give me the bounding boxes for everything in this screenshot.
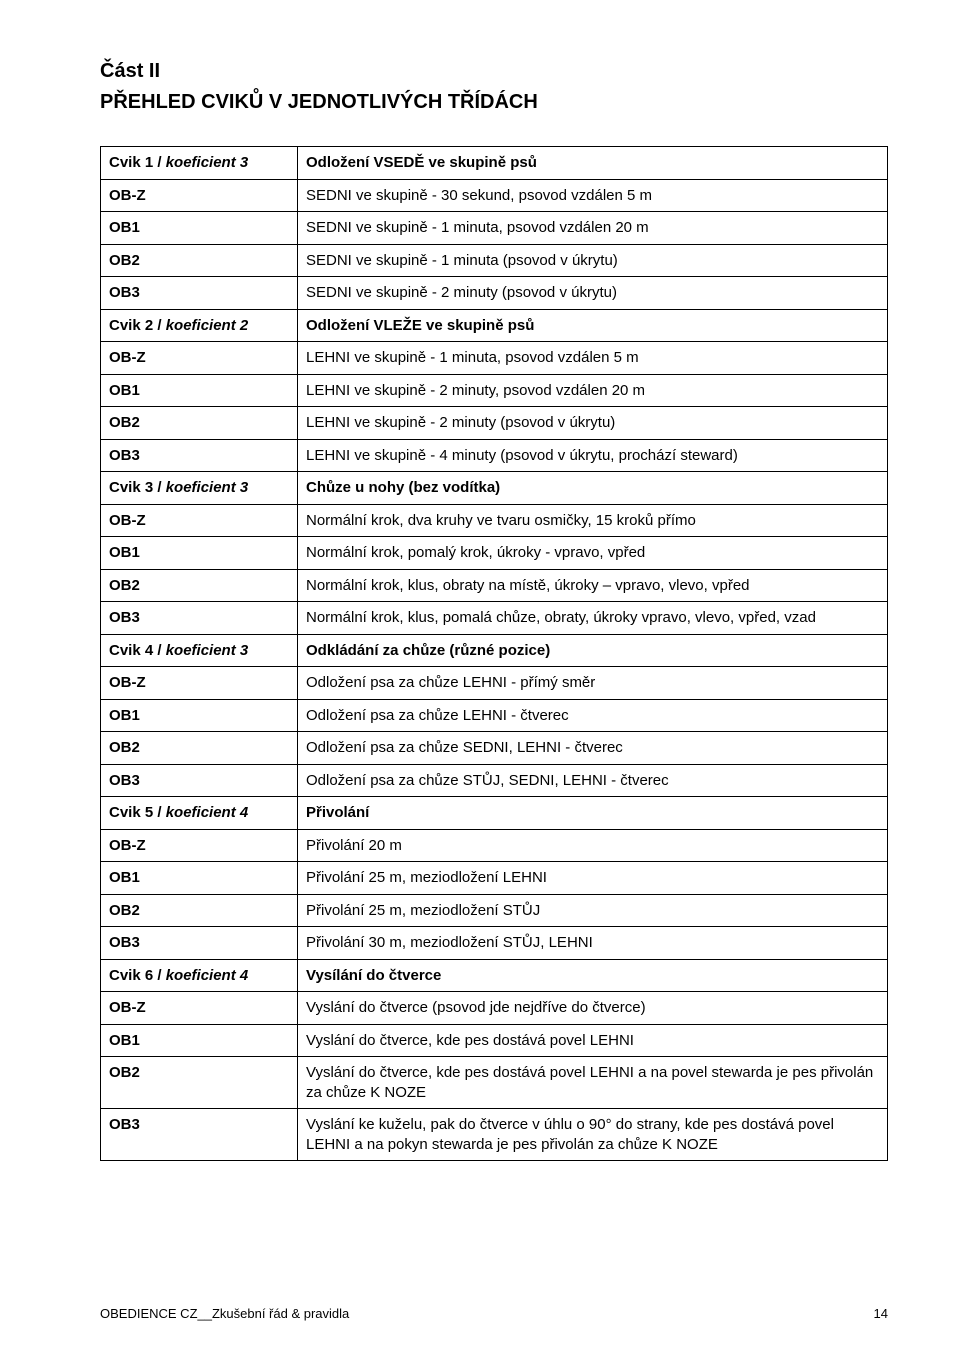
table-row: Cvik 4 / koeficient 3Odkládání za chůze … — [101, 634, 888, 667]
row-left: Cvik 6 / koeficient 4 — [101, 959, 298, 992]
table-row: OB-ZOdložení psa za chůze LEHNI - přímý … — [101, 667, 888, 700]
row-left: Cvik 5 / koeficient 4 — [101, 797, 298, 830]
table-row: Cvik 5 / koeficient 4Přivolání — [101, 797, 888, 830]
row-left: OB-Z — [101, 342, 298, 375]
footer: OBEDIENCE CZ__Zkušební řád & pravidla 14 — [100, 1306, 888, 1321]
row-right: Přivolání 20 m — [298, 829, 888, 862]
row-right: LEHNI ve skupině - 4 minuty (psovod v úk… — [298, 439, 888, 472]
table-row: OB3Vyslání ke kuželu, pak do čtverce v ú… — [101, 1109, 888, 1161]
row-right: SEDNI ve skupině - 2 minuty (psovod v úk… — [298, 277, 888, 310]
table-row: OB3LEHNI ve skupině - 4 minuty (psovod v… — [101, 439, 888, 472]
row-left: OB3 — [101, 927, 298, 960]
table-row: OB1Přivolání 25 m, meziodložení LEHNI — [101, 862, 888, 895]
row-right: LEHNI ve skupině - 2 minuty, psovod vzdá… — [298, 374, 888, 407]
table-row: OB-ZPřivolání 20 m — [101, 829, 888, 862]
row-left: OB1 — [101, 374, 298, 407]
footer-text: OBEDIENCE CZ__Zkušební řád & pravidla — [100, 1306, 349, 1321]
table-row: OB3Normální krok, klus, pomalá chůze, ob… — [101, 602, 888, 635]
row-right: Odložení VLEŽE ve skupině psů — [298, 309, 888, 342]
page: Část II PŘEHLED CVIKŮ V JEDNOTLIVÝCH TŘÍ… — [0, 0, 960, 1361]
row-right: Vyslání do čtverce, kde pes dostává pove… — [298, 1057, 888, 1109]
row-right: Odložení psa za chůze LEHNI - čtverec — [298, 699, 888, 732]
table-row: OB1LEHNI ve skupině - 2 minuty, psovod v… — [101, 374, 888, 407]
row-left: OB2 — [101, 894, 298, 927]
table-row: OB3Přivolání 30 m, meziodložení STŮJ, LE… — [101, 927, 888, 960]
row-left: OB2 — [101, 407, 298, 440]
row-right: Odložení VSEDĚ ve skupině psů — [298, 147, 888, 180]
row-right: Vyslání do čtverce, kde pes dostává pove… — [298, 1024, 888, 1057]
row-right: Přivolání 30 m, meziodložení STŮJ, LEHNI — [298, 927, 888, 960]
row-right: SEDNI ve skupině - 1 minuta, psovod vzdá… — [298, 212, 888, 245]
row-right: SEDNI ve skupině - 1 minuta (psovod v úk… — [298, 244, 888, 277]
row-left: OB3 — [101, 602, 298, 635]
table-row: OB-ZNormální krok, dva kruhy ve tvaru os… — [101, 504, 888, 537]
table-row: OB2SEDNI ve skupině - 1 minuta (psovod v… — [101, 244, 888, 277]
table-row: OB1SEDNI ve skupině - 1 minuta, psovod v… — [101, 212, 888, 245]
row-right: Vysílání do čtverce — [298, 959, 888, 992]
row-right: Odložení psa za chůze LEHNI - přímý směr — [298, 667, 888, 700]
row-left: OB-Z — [101, 504, 298, 537]
table-row: OB-ZSEDNI ve skupině - 30 sekund, psovod… — [101, 179, 888, 212]
row-left: OB2 — [101, 732, 298, 765]
table-row: OB2Normální krok, klus, obraty na místě,… — [101, 569, 888, 602]
row-right: Vyslání ke kuželu, pak do čtverce v úhlu… — [298, 1109, 888, 1161]
row-left: OB1 — [101, 862, 298, 895]
table-row: OB2Odložení psa za chůze SEDNI, LEHNI - … — [101, 732, 888, 765]
row-right: Normální krok, pomalý krok, úkroky - vpr… — [298, 537, 888, 570]
row-right: Normální krok, dva kruhy ve tvaru osmičk… — [298, 504, 888, 537]
section-title: PŘEHLED CVIKŮ V JEDNOTLIVÝCH TŘÍDÁCH — [100, 91, 888, 114]
row-left: OB1 — [101, 699, 298, 732]
row-right: SEDNI ve skupině - 30 sekund, psovod vzd… — [298, 179, 888, 212]
row-right: Přivolání — [298, 797, 888, 830]
row-right: Odkládání za chůze (různé pozice) — [298, 634, 888, 667]
table-row: OB2Přivolání 25 m, meziodložení STŮJ — [101, 894, 888, 927]
row-left: OB2 — [101, 569, 298, 602]
row-left: Cvik 1 / koeficient 3 — [101, 147, 298, 180]
table-row: Cvik 2 / koeficient 2Odložení VLEŽE ve s… — [101, 309, 888, 342]
row-right: Chůze u nohy (bez vodítka) — [298, 472, 888, 505]
row-left: OB3 — [101, 277, 298, 310]
row-left: OB1 — [101, 212, 298, 245]
row-right: Normální krok, klus, obraty na místě, úk… — [298, 569, 888, 602]
row-left: Cvik 3 / koeficient 3 — [101, 472, 298, 505]
table-row: OB1Odložení psa za chůze LEHNI - čtverec — [101, 699, 888, 732]
page-number: 14 — [874, 1306, 888, 1321]
row-left: Cvik 2 / koeficient 2 — [101, 309, 298, 342]
table-row: OB3Odložení psa za chůze STŮJ, SEDNI, LE… — [101, 764, 888, 797]
table-row: OB1Normální krok, pomalý krok, úkroky - … — [101, 537, 888, 570]
table-row: OB-ZLEHNI ve skupině - 1 minuta, psovod … — [101, 342, 888, 375]
row-left: OB-Z — [101, 667, 298, 700]
exercises-table: Cvik 1 / koeficient 3Odložení VSEDĚ ve s… — [100, 146, 888, 1161]
row-left: OB3 — [101, 439, 298, 472]
row-left: OB1 — [101, 1024, 298, 1057]
row-right: Přivolání 25 m, meziodložení STŮJ — [298, 894, 888, 927]
table-row: OB3SEDNI ve skupině - 2 minuty (psovod v… — [101, 277, 888, 310]
row-left: OB-Z — [101, 179, 298, 212]
row-right: Odložení psa za chůze SEDNI, LEHNI - čtv… — [298, 732, 888, 765]
row-left: OB2 — [101, 1057, 298, 1109]
table-row: Cvik 6 / koeficient 4Vysílání do čtverce — [101, 959, 888, 992]
row-right: LEHNI ve skupině - 2 minuty (psovod v úk… — [298, 407, 888, 440]
part-heading: Část II — [100, 60, 888, 83]
row-right: LEHNI ve skupině - 1 minuta, psovod vzdá… — [298, 342, 888, 375]
row-right: Normální krok, klus, pomalá chůze, obrat… — [298, 602, 888, 635]
row-left: OB-Z — [101, 992, 298, 1025]
row-left: OB-Z — [101, 829, 298, 862]
table-row: OB2Vyslání do čtverce, kde pes dostává p… — [101, 1057, 888, 1109]
table-row: OB2LEHNI ve skupině - 2 minuty (psovod v… — [101, 407, 888, 440]
table-row: OB1Vyslání do čtverce, kde pes dostává p… — [101, 1024, 888, 1057]
table-row: Cvik 1 / koeficient 3Odložení VSEDĚ ve s… — [101, 147, 888, 180]
table-row: Cvik 3 / koeficient 3Chůze u nohy (bez v… — [101, 472, 888, 505]
row-left: OB2 — [101, 244, 298, 277]
row-left: OB1 — [101, 537, 298, 570]
table-row: OB-ZVyslání do čtverce (psovod jde nejdř… — [101, 992, 888, 1025]
row-right: Vyslání do čtverce (psovod jde nejdříve … — [298, 992, 888, 1025]
row-left: OB3 — [101, 764, 298, 797]
row-left: OB3 — [101, 1109, 298, 1161]
row-left: Cvik 4 / koeficient 3 — [101, 634, 298, 667]
row-right: Přivolání 25 m, meziodložení LEHNI — [298, 862, 888, 895]
row-right: Odložení psa za chůze STŮJ, SEDNI, LEHNI… — [298, 764, 888, 797]
